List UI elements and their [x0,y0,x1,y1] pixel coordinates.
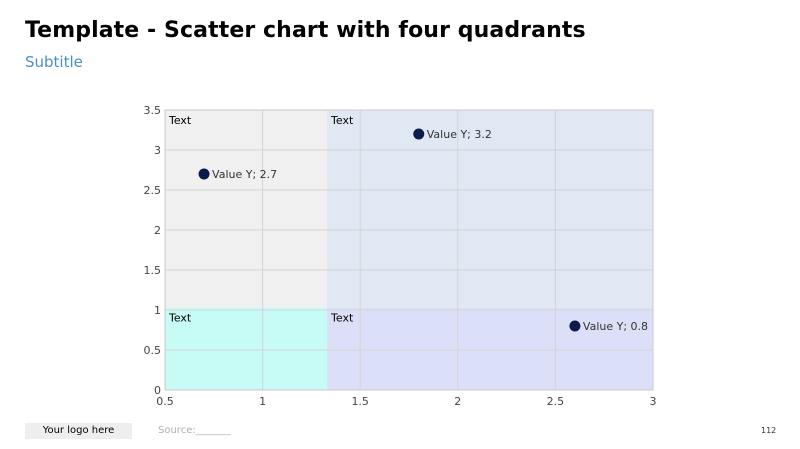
x-tick-label: 0.5 [156,395,174,408]
y-tick-label: 2.5 [144,184,162,197]
page-title: Template - Scatter chart with four quadr… [25,18,586,43]
quadrant-label-bottom-left: Text [168,312,192,325]
x-tick-label: 3 [650,395,657,408]
y-tick-label: 1.5 [144,264,162,277]
quadrant-label-top-right: Text [330,114,354,127]
y-tick-label: 0 [154,384,161,397]
data-point [413,128,425,140]
x-tick-label: 1.5 [351,395,369,408]
y-tick-label: 0.5 [144,344,162,357]
x-tick-label: 2.5 [547,395,565,408]
x-tick-label: 2 [454,395,461,408]
source-note: Source:_______ [158,425,231,436]
x-tick-label: 1 [259,395,266,408]
logo-placeholder: Your logo here [25,423,132,439]
quadrant-top-left [165,110,328,308]
page-number: 112 [761,426,777,435]
data-label: Value Y; 0.8 [583,320,648,333]
data-label: Value Y; 3.2 [427,128,492,141]
page-subtitle: Subtitle [25,53,83,71]
y-tick-label: 3 [154,144,161,157]
plot-frame [164,109,654,391]
y-tick-label: 1 [154,304,161,317]
data-label: Value Y; 2.7 [212,168,277,181]
y-tick-label: 3.5 [144,104,162,117]
quadrant-label-bottom-right: Text [330,312,354,325]
data-point [569,320,581,332]
quadrant-top-right [327,110,653,308]
quadrant-label-top-left: Text [168,114,192,127]
quadrant-bottom-left [165,307,328,390]
data-point [198,168,210,180]
quadrant-bottom-right [327,307,653,390]
y-tick-label: 2 [154,224,161,237]
